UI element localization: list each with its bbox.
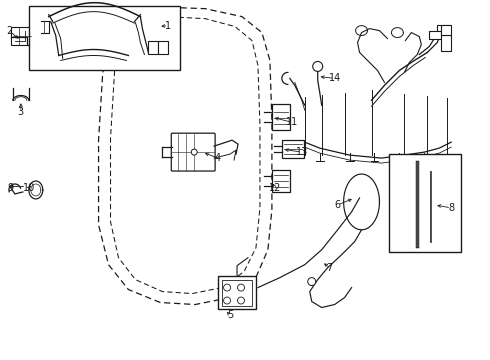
Circle shape — [223, 297, 231, 304]
Text: 2: 2 — [6, 26, 12, 36]
Text: 1: 1 — [165, 21, 172, 31]
Circle shape — [191, 149, 197, 155]
Text: 11: 11 — [286, 117, 298, 127]
Text: 5: 5 — [227, 310, 233, 320]
Text: 13: 13 — [295, 147, 308, 157]
Text: 14: 14 — [328, 73, 341, 84]
Circle shape — [223, 284, 231, 291]
Circle shape — [238, 297, 245, 304]
Bar — [272, 104, 290, 130]
Bar — [272, 170, 290, 192]
Circle shape — [238, 284, 245, 291]
Circle shape — [308, 278, 316, 285]
Bar — [218, 276, 256, 310]
Text: 8: 8 — [448, 203, 454, 213]
Text: 3: 3 — [18, 107, 24, 117]
Bar — [11, 27, 33, 45]
Text: 6: 6 — [335, 200, 341, 210]
Bar — [282, 140, 304, 158]
Bar — [437, 24, 449, 32]
Text: 10: 10 — [23, 183, 35, 193]
Bar — [148, 41, 158, 54]
Bar — [429, 31, 441, 39]
Bar — [158, 41, 168, 54]
Bar — [29, 6, 180, 71]
Bar — [441, 24, 451, 35]
Bar — [390, 154, 461, 252]
Bar — [222, 280, 252, 306]
Circle shape — [313, 62, 323, 71]
Text: 7: 7 — [326, 263, 333, 273]
FancyBboxPatch shape — [172, 133, 215, 171]
Bar — [441, 35, 451, 50]
Text: 9: 9 — [8, 183, 14, 193]
Text: 12: 12 — [269, 183, 281, 193]
Text: 4: 4 — [215, 153, 221, 163]
